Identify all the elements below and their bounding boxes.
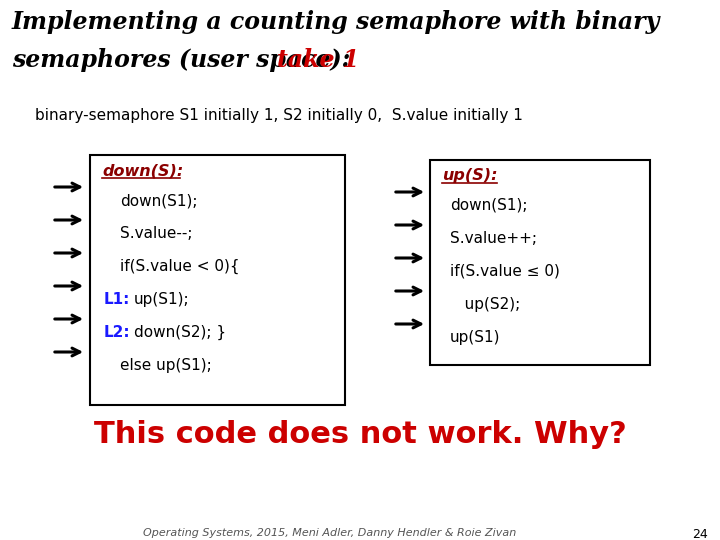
Text: up(S):: up(S): bbox=[442, 168, 498, 183]
Text: L2:: L2: bbox=[104, 325, 130, 340]
Text: down(S1);: down(S1); bbox=[120, 193, 197, 208]
Text: down(S2); }: down(S2); } bbox=[134, 325, 226, 340]
Text: S.value--;: S.value--; bbox=[120, 226, 192, 241]
Bar bbox=[430, 160, 650, 365]
Text: 24: 24 bbox=[692, 528, 708, 540]
Text: Implementing a counting semaphore with binary: Implementing a counting semaphore with b… bbox=[12, 10, 660, 34]
Text: down(S1);: down(S1); bbox=[450, 198, 528, 213]
Text: L1:: L1: bbox=[104, 292, 130, 307]
Text: up(S2);: up(S2); bbox=[450, 297, 521, 312]
Text: S.value++;: S.value++; bbox=[450, 231, 537, 246]
Text: Operating Systems, 2015, Meni Adler, Danny Hendler & Roie Zivan: Operating Systems, 2015, Meni Adler, Dan… bbox=[143, 528, 517, 538]
Text: else up(S1);: else up(S1); bbox=[120, 358, 212, 373]
Text: This code does not work. Why?: This code does not work. Why? bbox=[94, 420, 626, 449]
Text: if(S.value < 0){: if(S.value < 0){ bbox=[120, 259, 240, 274]
Text: up(S1);: up(S1); bbox=[134, 292, 189, 307]
Text: semaphores (user space):: semaphores (user space): bbox=[12, 48, 359, 72]
Text: down(S):: down(S): bbox=[102, 163, 184, 178]
Text: up(S1): up(S1) bbox=[450, 330, 500, 345]
Text: if(S.value ≤ 0): if(S.value ≤ 0) bbox=[450, 264, 560, 279]
Bar bbox=[90, 155, 345, 405]
Text: binary-semaphore S1 initially 1, S2 initially 0,  S.value initially 1: binary-semaphore S1 initially 1, S2 init… bbox=[35, 108, 523, 123]
Text: take 1: take 1 bbox=[277, 48, 359, 72]
